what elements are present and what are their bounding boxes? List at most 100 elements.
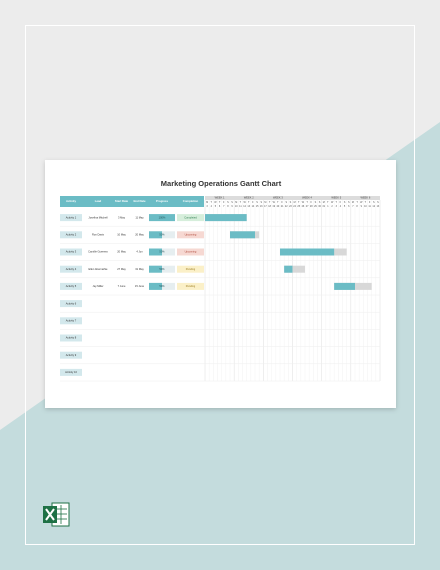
column-header: Lead	[95, 199, 102, 203]
day-number: 20	[277, 205, 280, 208]
day-letter: T	[327, 201, 329, 204]
day-number: 4	[340, 205, 342, 208]
day-number: 27	[306, 205, 309, 208]
day-number: 8	[356, 205, 358, 208]
day-number: 31	[322, 205, 325, 208]
day-letter: F	[311, 201, 313, 204]
end-date: 15 June	[135, 284, 145, 288]
gantt-done	[280, 248, 335, 256]
day-letter: T	[336, 201, 338, 204]
day-letter: F	[223, 201, 225, 204]
day-letter: S	[344, 201, 346, 204]
day-letter: T	[365, 201, 367, 204]
activity-label: Activity 10	[65, 370, 77, 374]
day-number: 5	[215, 205, 217, 208]
activity-label: Activity 3	[66, 250, 77, 254]
day-number: 4	[211, 205, 213, 208]
lead: Camille Guerrero	[88, 250, 108, 254]
day-number: 10	[235, 205, 238, 208]
start-date: 20 May	[117, 250, 126, 254]
activity-cell	[60, 248, 82, 256]
gantt-done	[284, 265, 293, 273]
day-letter: S	[315, 201, 317, 204]
day-number: 21	[281, 205, 284, 208]
day-letter: S	[227, 201, 229, 204]
column-header: End Date	[133, 199, 146, 203]
lead: Ellen Abernathie	[89, 267, 108, 271]
day-letter: W	[302, 201, 305, 204]
day-letter: S	[348, 201, 350, 204]
activity-label: Activity 8	[66, 336, 77, 340]
day-number: 1	[327, 205, 329, 208]
day-number: 13	[247, 205, 250, 208]
column-header: Start Date	[115, 199, 129, 203]
day-letter: W	[243, 201, 246, 204]
day-letter: M	[294, 201, 296, 204]
end-date: 11 May	[135, 215, 144, 219]
week-label: WEEK 5	[331, 196, 341, 200]
status-cell	[177, 231, 204, 239]
day-letter: T	[219, 201, 221, 204]
day-number: 5	[344, 205, 346, 208]
day-letter: S	[290, 201, 292, 204]
progress-bar	[149, 214, 175, 222]
day-number: 8	[227, 205, 229, 208]
status-cell	[177, 282, 204, 290]
day-number: 3	[336, 205, 338, 208]
day-number: 3	[206, 205, 208, 208]
start-date: 3 May	[118, 215, 126, 219]
day-letter: F	[340, 201, 342, 204]
day-letter: T	[269, 201, 271, 204]
day-letter: M	[323, 201, 325, 204]
week-label: WEEK 6	[361, 196, 371, 200]
start-date: 10 May	[117, 232, 126, 236]
activity-cell	[60, 231, 82, 239]
day-letter: S	[260, 201, 262, 204]
lead: Ron Davis	[92, 232, 105, 236]
column-header: Activity	[66, 199, 77, 203]
icon-x	[45, 508, 55, 521]
activity-cell	[60, 368, 82, 376]
activity-cell	[60, 300, 82, 308]
status-label: Upcoming	[185, 232, 197, 236]
frame	[25, 25, 415, 545]
week-label: WEEK 2	[244, 196, 254, 200]
day-letter: M	[206, 201, 208, 204]
activity-cell	[60, 282, 82, 290]
end-date: 31 May	[135, 267, 144, 271]
column-header: Completion	[183, 199, 199, 203]
day-number: 15	[256, 205, 259, 208]
status-label: Upcoming	[185, 250, 197, 254]
activity-label: Activity 4	[66, 267, 77, 271]
day-letter: F	[252, 201, 254, 204]
day-letter: T	[298, 201, 300, 204]
progress-label: 50%	[159, 267, 165, 271]
day-letter: T	[240, 201, 242, 204]
day-number: 9	[361, 205, 363, 208]
status-label: Completed	[184, 215, 197, 219]
status-label: Pending	[186, 267, 196, 271]
day-number: 6	[348, 205, 350, 208]
day-number: 7	[223, 205, 225, 208]
gantt-done	[334, 282, 355, 290]
status-cell	[177, 214, 204, 222]
day-number: 24	[293, 205, 296, 208]
lead: Jay Miller	[93, 284, 104, 288]
progress-bar	[149, 265, 162, 273]
week-row-bg	[205, 196, 380, 200]
gantt-done	[205, 214, 247, 222]
gantt-remaining	[284, 265, 305, 273]
progress-label: 50%	[159, 250, 165, 254]
day-number: 30	[318, 205, 321, 208]
day-letter: W	[331, 201, 334, 204]
day-letter: S	[377, 201, 379, 204]
day-letter: W	[273, 201, 276, 204]
day-letter: T	[356, 201, 358, 204]
activity-cell	[60, 351, 82, 359]
activity-label: Activity 6	[66, 301, 77, 305]
day-letter: W	[214, 201, 217, 204]
start-date: 27 May	[117, 267, 126, 271]
day-number: 28	[310, 205, 313, 208]
day-letter: T	[277, 201, 279, 204]
column-header: Progress	[156, 199, 169, 203]
